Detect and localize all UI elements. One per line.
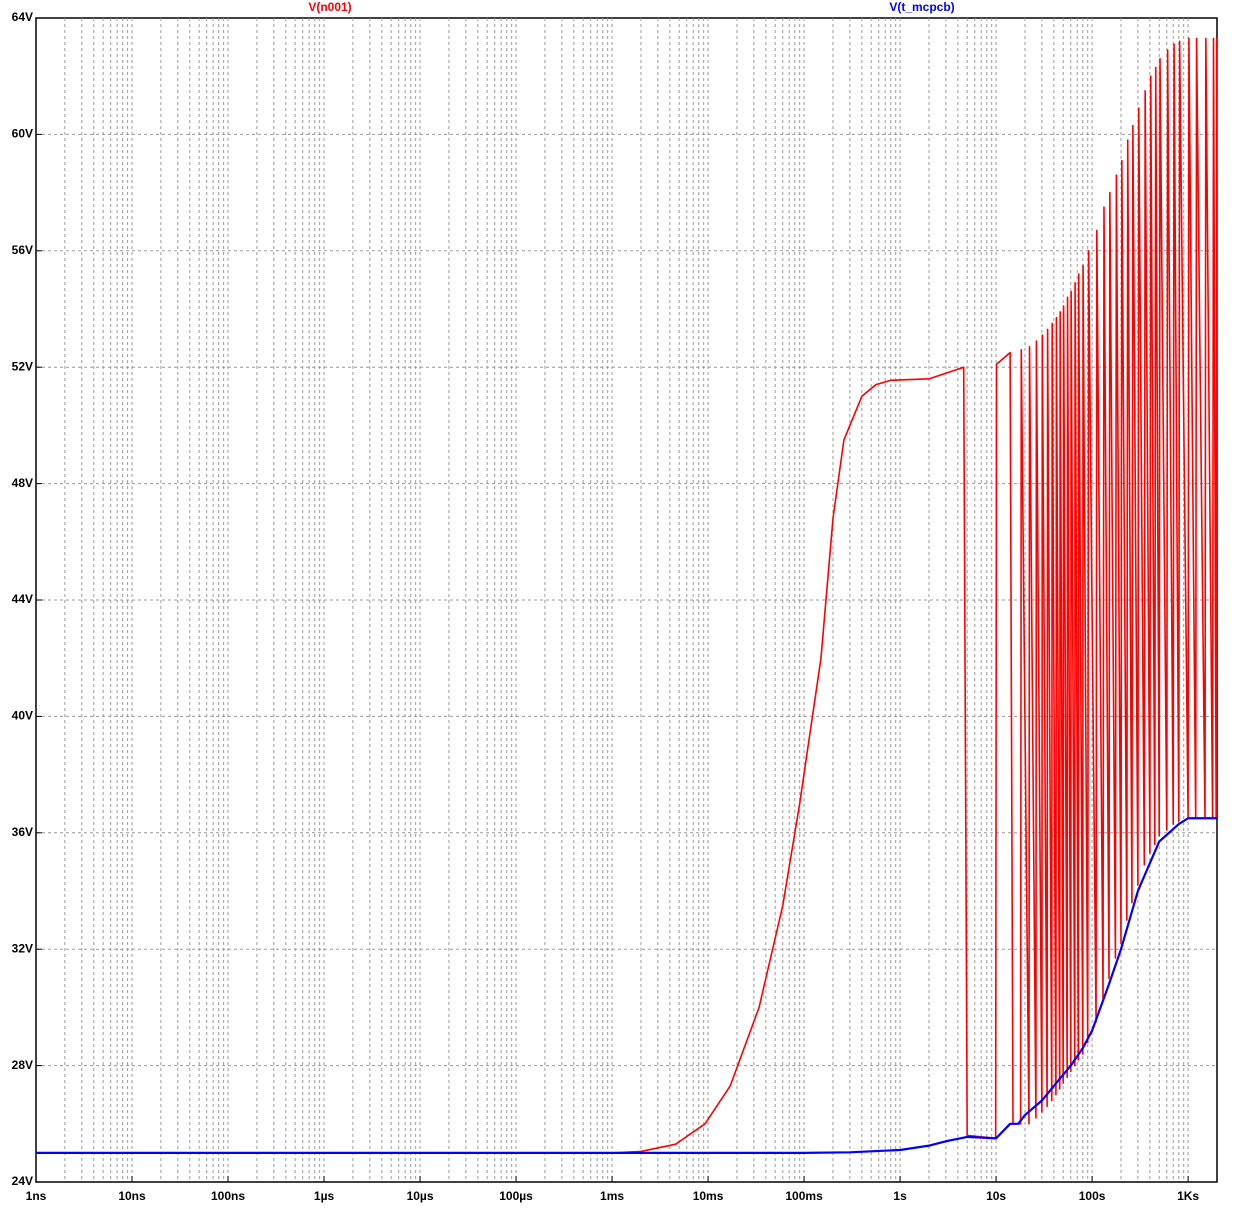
legend-entry: V(t_mcpcb)	[889, 0, 954, 14]
y-tick-label: 40V	[12, 709, 33, 723]
x-tick-label: 100ns	[211, 1189, 245, 1203]
y-tick-label: 44V	[12, 592, 33, 606]
y-tick-label: 56V	[12, 243, 33, 257]
x-tick-label: 1µs	[314, 1189, 335, 1203]
y-tick-label: 36V	[12, 825, 33, 839]
x-tick-label: 1s	[893, 1189, 907, 1203]
series-line	[36, 37, 1218, 1154]
x-tick-label: 1ns	[26, 1189, 47, 1203]
y-tick-label: 48V	[12, 476, 33, 490]
y-tick-label: 64V	[12, 10, 33, 24]
x-tick-label: 10ns	[118, 1189, 146, 1203]
x-tick-label: 10ms	[693, 1189, 724, 1203]
series-line	[36, 817, 1217, 1154]
y-tick-label: 60V	[12, 127, 33, 141]
y-tick-label: 52V	[12, 359, 33, 373]
y-tick-label: 28V	[12, 1058, 33, 1072]
x-tick-label: 100ms	[785, 1189, 823, 1203]
y-tick-label: 24V	[12, 1174, 33, 1188]
legend-entry: V(n001)	[308, 0, 351, 14]
x-tick-label: 10µs	[407, 1189, 434, 1203]
x-tick-label: 1ms	[600, 1189, 624, 1203]
x-tick-label: 100µs	[499, 1189, 533, 1203]
x-tick-label: 1Ks	[1177, 1189, 1199, 1203]
x-tick-label: 10s	[986, 1189, 1006, 1203]
x-tick-label: 100s	[1079, 1189, 1106, 1203]
y-tick-label: 32V	[12, 941, 33, 955]
